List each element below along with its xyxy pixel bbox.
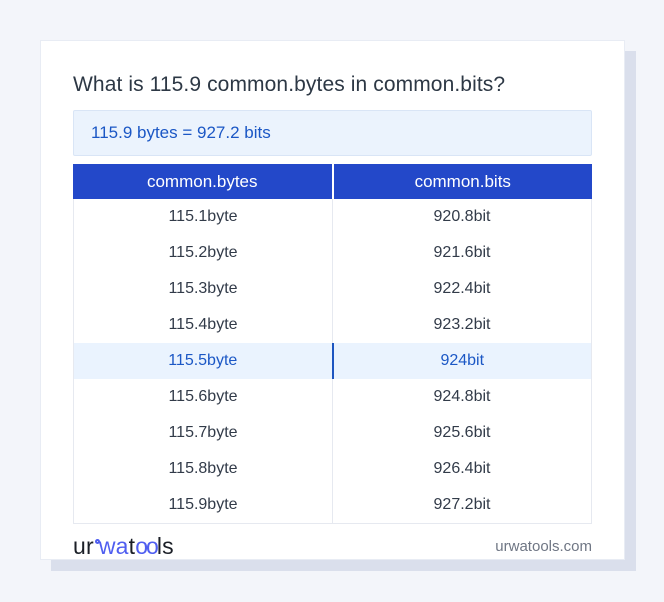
page-title: What is 115.9 common.bytes in common.bit… xyxy=(73,73,506,96)
bytes-cell: 115.7byte xyxy=(168,424,238,441)
bytes-cell: 115.5byte xyxy=(168,352,238,369)
logo-text-blue1: wa xyxy=(98,532,129,559)
table-row[interactable]: 115.2byte 921.6bit xyxy=(74,235,591,271)
table-row[interactable]: 115.8byte 926.4bit xyxy=(74,451,591,487)
table-header-bits: common.bits xyxy=(331,164,593,199)
table-row[interactable]: 115.4byte 923.2bit xyxy=(74,307,591,343)
table-row[interactable]: 115.3byte 922.4bit xyxy=(74,271,591,307)
conversion-table: common.bytes common.bits 115.1byte 920.8b… xyxy=(73,164,592,524)
bytes-cell: 115.8byte xyxy=(168,460,238,477)
site-domain: urwatools.com xyxy=(495,537,592,555)
bits-cell: 924bit xyxy=(331,343,592,379)
bytes-cell: 115.6byte xyxy=(168,388,238,405)
logo-text-blue2: oo xyxy=(135,532,159,559)
table-body: 115.1byte 920.8bit 115.2byte 921.6bit 115.3b… xyxy=(73,199,592,524)
card-footer: ur watools urwatools.com xyxy=(73,524,592,564)
table-row[interactable]: 115.7byte 925.6bit xyxy=(74,415,591,451)
bits-cell: 927.2bit xyxy=(332,487,591,523)
table-row[interactable]: 115.1byte 920.8bit xyxy=(74,199,591,235)
bytes-cell: 115.9byte xyxy=(168,496,238,513)
bits-cell: 920.8bit xyxy=(332,199,591,235)
table-row[interactable]: 115.5byte 924bit xyxy=(74,343,591,379)
site-logo[interactable]: ur watools xyxy=(73,533,174,560)
logo-text-mid: t xyxy=(128,532,136,559)
table-header-bytes: common.bytes xyxy=(146,171,258,191)
table-row[interactable]: 115.9byte 927.2bit xyxy=(74,487,591,523)
bits-cell: 926.4bit xyxy=(332,451,591,487)
table-row[interactable]: 115.6byte 924.8bit xyxy=(74,379,591,415)
bits-cell: 923.2bit xyxy=(332,307,591,343)
bits-cell: 924.8bit xyxy=(332,379,591,415)
bytes-cell: 115.2byte xyxy=(168,244,238,261)
logo-text-suffix: ls xyxy=(156,532,174,559)
bytes-cell: 115.4byte xyxy=(168,316,238,333)
logo-ring-icon xyxy=(94,538,100,544)
bytes-cell: 115.3byte xyxy=(168,280,238,297)
table-header-row: common.bytes common.bits xyxy=(73,164,592,199)
converter-card: What is 115.9 common.bytes in common.bit… xyxy=(40,40,625,560)
bits-cell: 921.6bit xyxy=(332,235,591,271)
answer-box: 115.9 bytes = 927.2 bits xyxy=(73,110,592,156)
bytes-cell: 115.1byte xyxy=(168,208,238,225)
answer-text: 115.9 bytes = 927.2 bits xyxy=(91,123,271,142)
logo-text-prefix: ur xyxy=(73,532,94,559)
bits-cell: 925.6bit xyxy=(332,415,591,451)
bits-cell: 922.4bit xyxy=(332,271,591,307)
